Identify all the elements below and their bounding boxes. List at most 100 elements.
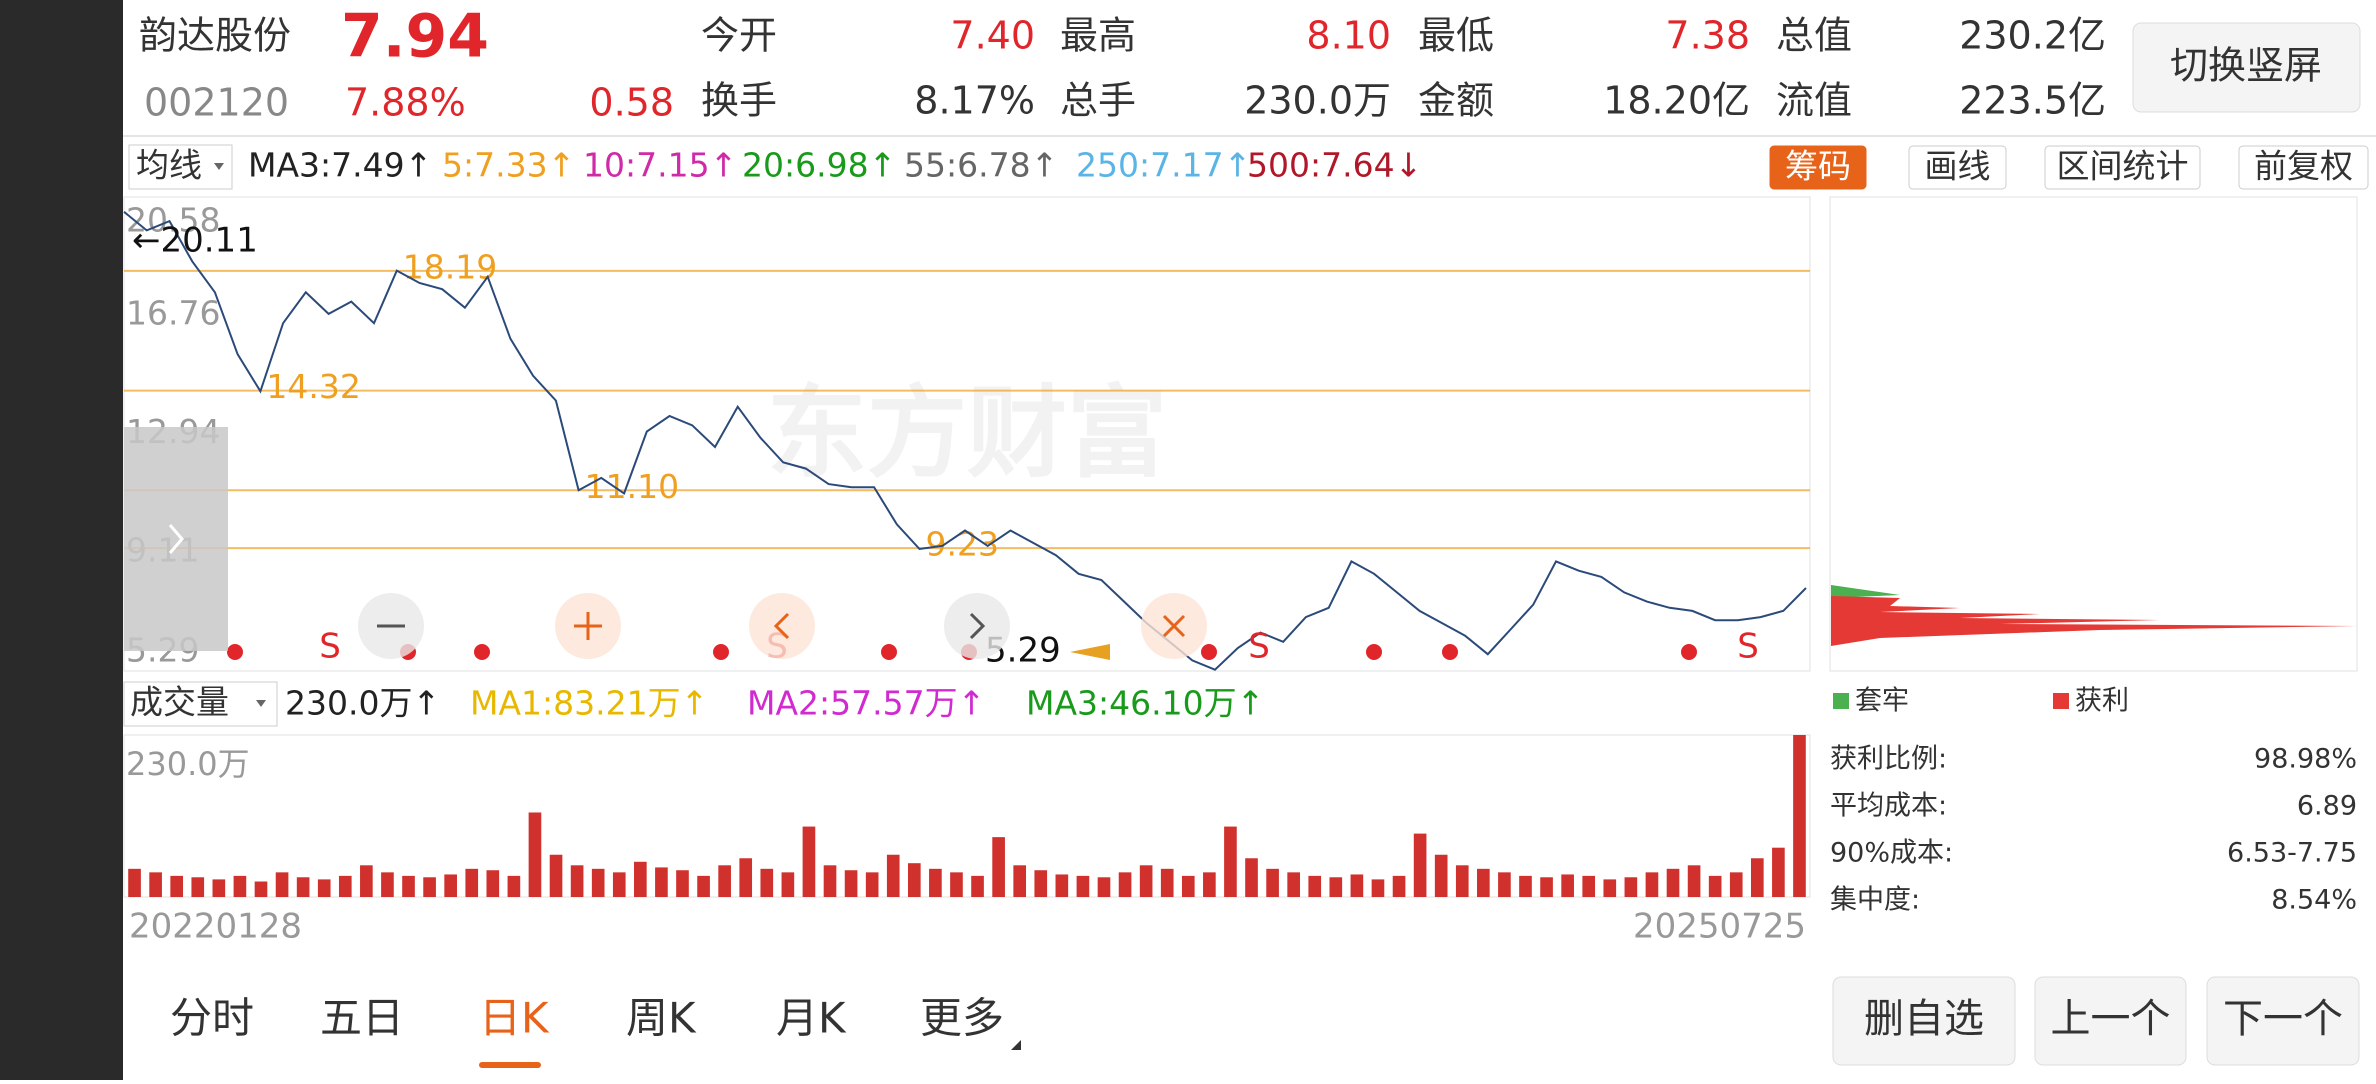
stat-label: 最低 bbox=[1418, 14, 1494, 58]
chip-profit bbox=[1831, 596, 2357, 646]
volume-selector-label[interactable]: 成交量 bbox=[130, 683, 229, 722]
volume-bar bbox=[1076, 875, 1090, 897]
action-button[interactable] bbox=[2206, 976, 2360, 1066]
tool-button[interactable] bbox=[1769, 145, 1867, 190]
action-buttons: 删自选 上一个 下一个 bbox=[1832, 976, 2360, 1066]
stat-value: 18.20亿 bbox=[1603, 79, 1750, 123]
volume-bar bbox=[402, 875, 415, 897]
period-tab[interactable]: 月K bbox=[776, 994, 847, 1043]
chip-stat-label: 平均成本: bbox=[1830, 791, 1947, 822]
ma-item: 55:6.78↑ bbox=[904, 146, 1058, 185]
volume-bar bbox=[1455, 865, 1469, 897]
tool-label[interactable]: 筹码 bbox=[1785, 147, 1851, 186]
signal-dot bbox=[1442, 644, 1458, 660]
ma-bar: MA3:7.49↑ 5:7.33↑ 10:7.15↑ 20:6.98↑ 55:6.78↑… bbox=[248, 145, 2369, 190]
ma-selector[interactable] bbox=[128, 144, 233, 190]
tool-label[interactable]: 区间统计 bbox=[2057, 147, 2189, 186]
volume-bar bbox=[634, 861, 647, 897]
volume-current: 230.0万↑ bbox=[285, 684, 440, 723]
signal-dot bbox=[1201, 644, 1217, 660]
action-label[interactable]: 删自选 bbox=[1864, 996, 1984, 1042]
volume-bar bbox=[1392, 875, 1406, 897]
volume-bar bbox=[128, 868, 141, 897]
volume-bar bbox=[823, 865, 837, 897]
tool-button[interactable] bbox=[2238, 145, 2369, 190]
volume-bar bbox=[275, 872, 289, 897]
change: 0.58 bbox=[589, 81, 674, 125]
volume-bar bbox=[1729, 872, 1743, 897]
volume-bar bbox=[1224, 826, 1237, 897]
signal-dot bbox=[474, 644, 490, 660]
volume-bar bbox=[1413, 833, 1427, 897]
stat-value: 8.17% bbox=[914, 79, 1035, 123]
action-label[interactable]: 上一个 bbox=[2051, 996, 2171, 1042]
ma-item: 250:7.17↑ bbox=[1076, 146, 1251, 185]
side-handle[interactable] bbox=[124, 427, 228, 651]
chart-controls bbox=[358, 593, 1207, 659]
period-tab[interactable]: 分时 bbox=[170, 994, 254, 1043]
volume-bar bbox=[1750, 858, 1764, 897]
price-line bbox=[123, 211, 1807, 671]
volume-bar bbox=[612, 872, 626, 897]
period-tab[interactable]: 周K bbox=[626, 994, 697, 1043]
side-bar bbox=[0, 0, 123, 1080]
volume-bar bbox=[802, 826, 816, 897]
date-label: 20250725 bbox=[1633, 907, 1806, 947]
volume-bar bbox=[1139, 865, 1153, 897]
move-right[interactable] bbox=[944, 593, 1010, 659]
chip-frame bbox=[1829, 196, 2358, 672]
legend-label: 获利 bbox=[2075, 686, 2129, 717]
volume-bar bbox=[317, 879, 331, 897]
stat-value: 230.2亿 bbox=[1959, 14, 2106, 58]
y-tick-label: 20.58 bbox=[126, 201, 220, 240]
tool-label[interactable]: 画线 bbox=[1925, 147, 1991, 186]
volume-bar bbox=[1055, 874, 1069, 897]
volume-bar bbox=[1666, 868, 1680, 897]
action-label[interactable]: 下一个 bbox=[2223, 996, 2343, 1042]
volume-frame bbox=[123, 734, 1811, 898]
switch-button[interactable] bbox=[2132, 22, 2361, 113]
volume-bar bbox=[739, 858, 753, 897]
period-tab[interactable]: 五日 bbox=[320, 994, 404, 1043]
volume-bar bbox=[1687, 865, 1701, 897]
volume-bar bbox=[1519, 875, 1532, 897]
action-button[interactable] bbox=[1832, 976, 2016, 1066]
period-tab[interactable]: 日K bbox=[479, 994, 550, 1043]
tool-button[interactable] bbox=[2044, 145, 2201, 190]
chip-loss bbox=[1831, 585, 1900, 598]
chip-stat-label: 90%成本: bbox=[1830, 838, 1953, 869]
stat-label: 换手 bbox=[701, 79, 777, 123]
move-left[interactable] bbox=[749, 593, 815, 659]
signal-dot bbox=[227, 644, 243, 660]
volume-bar bbox=[886, 854, 900, 897]
volume-bar bbox=[1772, 847, 1785, 897]
volume-bar bbox=[929, 868, 942, 897]
volume-bar bbox=[844, 870, 858, 897]
chip-stat-label: 集中度: bbox=[1830, 885, 1920, 916]
volume-bar bbox=[338, 875, 352, 897]
volume-bar bbox=[486, 870, 500, 897]
switch-label[interactable]: 切换竖屏 bbox=[2170, 44, 2322, 88]
volume-bar bbox=[570, 865, 584, 897]
action-button[interactable] bbox=[2034, 976, 2187, 1066]
signal-dot bbox=[713, 644, 729, 660]
period-tab[interactable]: 更多 bbox=[920, 994, 1004, 1043]
volume-bar bbox=[1603, 879, 1617, 897]
ma-selector-label[interactable]: 均线 bbox=[136, 146, 202, 185]
tool-button[interactable] bbox=[1908, 145, 2007, 190]
volume-bar bbox=[865, 872, 879, 897]
volume-bar bbox=[1203, 872, 1216, 897]
volume-bar bbox=[697, 875, 710, 897]
volume-bar bbox=[1034, 870, 1048, 897]
volume-bar bbox=[1097, 877, 1111, 897]
legend-swatch bbox=[1833, 693, 1849, 709]
volume-bar bbox=[1708, 875, 1722, 897]
signal-dot bbox=[881, 644, 897, 660]
left-icon bbox=[773, 612, 790, 640]
volume-bar bbox=[1498, 872, 1511, 897]
tool-label[interactable]: 前复权 bbox=[2254, 147, 2353, 186]
chip-stat-label: 获利比例: bbox=[1830, 744, 1947, 775]
volume-selector[interactable] bbox=[123, 681, 278, 727]
